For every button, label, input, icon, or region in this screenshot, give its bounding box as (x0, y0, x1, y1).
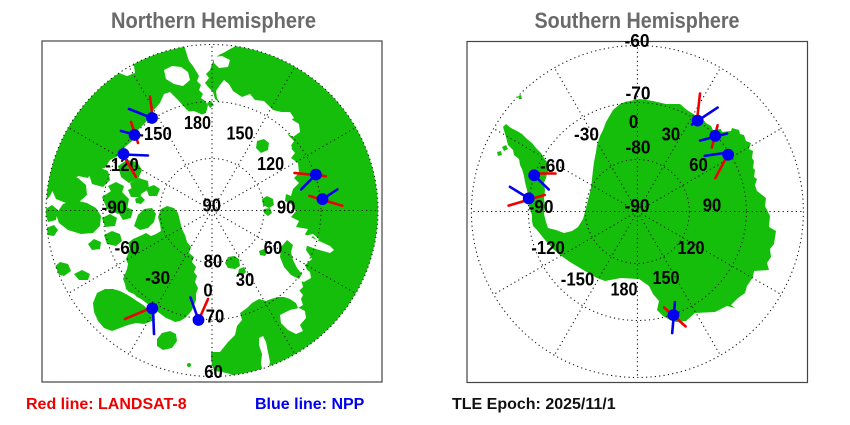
svg-text:60: 60 (264, 238, 283, 258)
svg-text:Southern Hemisphere: Southern Hemisphere (535, 8, 740, 33)
svg-text:-80: -80 (626, 138, 651, 158)
svg-text:-60: -60 (115, 238, 140, 258)
svg-text:60: 60 (204, 362, 223, 382)
svg-text:-90: -90 (102, 198, 127, 218)
svg-text:120: 120 (678, 238, 705, 258)
svg-text:-120: -120 (105, 155, 139, 175)
svg-text:60: 60 (689, 155, 708, 175)
svg-text:-90: -90 (625, 196, 650, 216)
svg-text:30: 30 (236, 270, 255, 290)
svg-text:0: 0 (203, 281, 212, 301)
svg-text:150: 150 (227, 124, 254, 144)
svg-text:70: 70 (206, 307, 225, 327)
svg-text:150: 150 (653, 268, 680, 288)
svg-text:-70: -70 (626, 84, 651, 104)
svg-text:0: 0 (629, 112, 638, 132)
svg-text:-30: -30 (574, 125, 599, 145)
svg-text:30: 30 (662, 125, 681, 145)
svg-text:90: 90 (703, 196, 722, 216)
svg-text:-150: -150 (561, 270, 595, 290)
svg-text:Blue line: NPP: Blue line: NPP (255, 396, 365, 413)
svg-text:Red line: LANDSAT-8: Red line: LANDSAT-8 (26, 396, 187, 413)
svg-text:Northern Hemisphere: Northern Hemisphere (111, 8, 316, 33)
svg-text:80: 80 (204, 252, 223, 272)
svg-text:90: 90 (277, 198, 296, 218)
svg-text:180: 180 (184, 113, 211, 133)
svg-text:120: 120 (257, 154, 284, 174)
svg-text:-60: -60 (540, 156, 565, 176)
svg-text:-90: -90 (529, 197, 554, 217)
svg-text:TLE Epoch: 2025/11/1: TLE Epoch: 2025/11/1 (452, 396, 616, 413)
svg-text:-60: -60 (625, 31, 650, 51)
svg-text:-150: -150 (138, 124, 172, 144)
svg-text:90: 90 (203, 196, 222, 216)
svg-text:180: 180 (611, 280, 638, 300)
svg-text:-120: -120 (531, 238, 565, 258)
svg-text:-30: -30 (145, 268, 170, 288)
